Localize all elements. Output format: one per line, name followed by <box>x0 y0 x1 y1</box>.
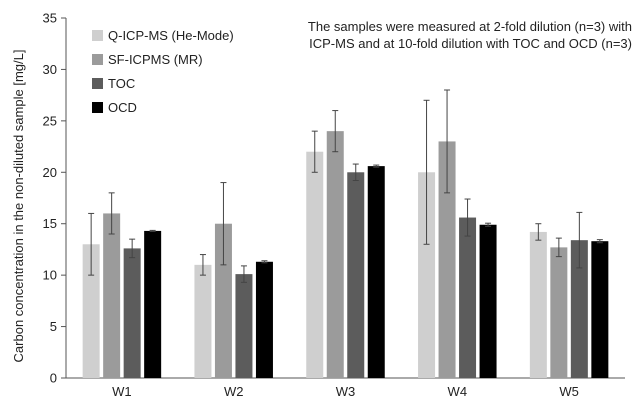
chart-axes: 0 5 10 15 20 25 30 35 Carbon concentration in th… <box>11 11 625 399</box>
bar <box>459 217 477 378</box>
legend-label: Q-ICP-MS (He-Mode) <box>108 28 234 43</box>
chart-error-bars <box>88 89 603 283</box>
y-tick-label: 0 <box>50 371 57 386</box>
bar <box>235 274 253 378</box>
x-tick-label: W5 <box>559 384 579 399</box>
bar <box>570 240 588 378</box>
bar <box>194 264 212 378</box>
y-tick-label: 25 <box>43 113 57 128</box>
bar <box>82 244 100 378</box>
bar <box>123 248 141 378</box>
bar <box>529 231 547 378</box>
bar <box>591 241 609 378</box>
bar <box>214 223 232 378</box>
bar <box>103 213 121 378</box>
legend-swatch <box>92 54 103 65</box>
x-tick-label: W1 <box>112 384 132 399</box>
bar <box>367 166 385 378</box>
y-tick-label: 30 <box>43 62 57 77</box>
chart-bars <box>82 131 609 378</box>
bar <box>326 131 344 378</box>
legend-swatch <box>92 102 103 113</box>
bar <box>438 141 456 378</box>
y-tick-label: 10 <box>43 268 57 283</box>
bar <box>144 230 162 378</box>
bar <box>347 172 365 378</box>
x-tick-label: W2 <box>224 384 244 399</box>
bar <box>479 224 497 378</box>
bar <box>550 247 568 378</box>
y-tick-label: 15 <box>43 216 57 231</box>
y-tick-label: 5 <box>50 319 57 334</box>
y-tick-label: 20 <box>43 165 57 180</box>
bar <box>418 172 436 378</box>
bar <box>255 261 273 378</box>
legend-swatch <box>92 78 103 89</box>
legend-label: TOC <box>108 76 135 91</box>
legend-swatch <box>92 30 103 41</box>
x-tick-label: W3 <box>336 384 356 399</box>
legend-label: OCD <box>108 100 137 115</box>
chart-annotation: The samples were measured at 2-fold dilu… <box>308 19 632 51</box>
chart-legend: Q-ICP-MS (He-Mode) SF-ICPMS (MR) TOC OCD <box>92 28 234 115</box>
x-tick-label: W4 <box>448 384 468 399</box>
y-axis-title: Carbon concentration in the non-diluted … <box>11 50 26 363</box>
annotation-line: The samples were measured at 2-fold dilu… <box>308 19 632 34</box>
y-tick-label: 35 <box>43 11 57 26</box>
legend-label: SF-ICPMS (MR) <box>108 52 203 67</box>
annotation-line: ICP-MS and at 10-fold dilution with TOC … <box>309 36 632 51</box>
bar <box>306 151 324 378</box>
